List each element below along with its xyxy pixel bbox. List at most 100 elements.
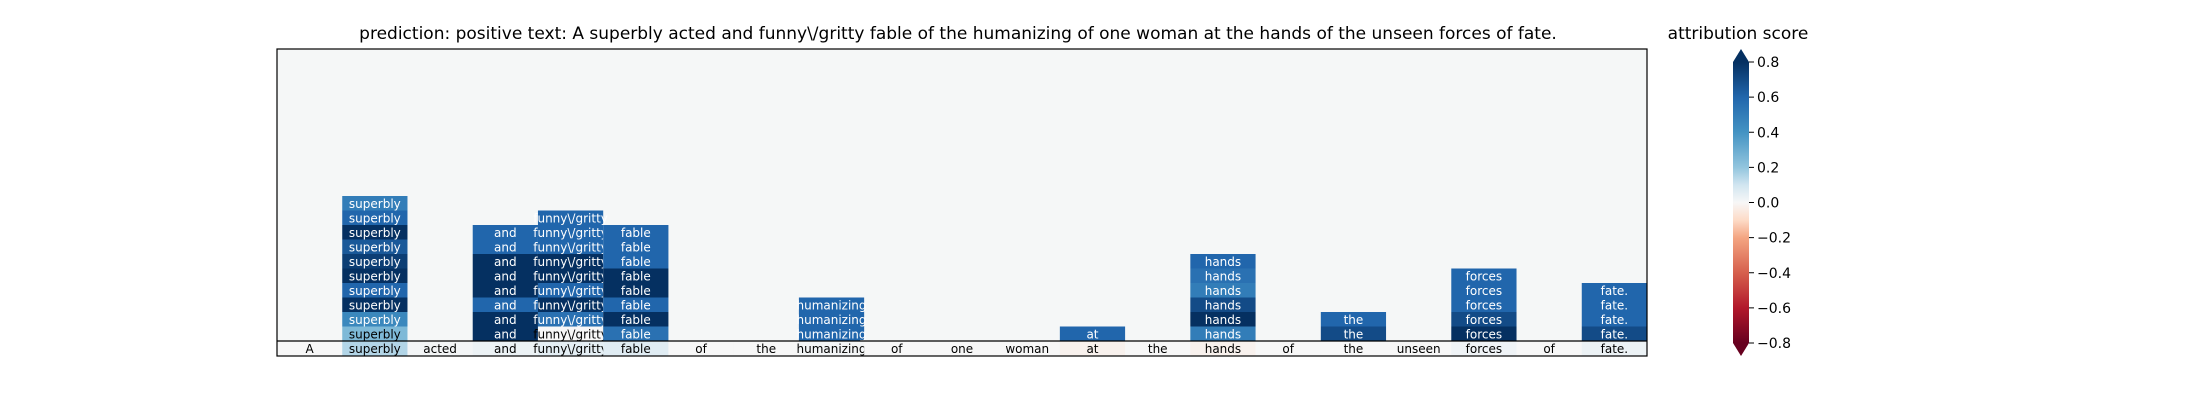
attribution-cell: [1581, 297, 1647, 312]
token-label: of: [1282, 342, 1294, 356]
colorbar-tick-label: −0.8: [1757, 336, 1791, 352]
attribution-cell: [537, 312, 604, 327]
attribution-cell: [798, 297, 865, 312]
attribution-cell-label: humanizing: [796, 327, 866, 341]
token-cell: [864, 341, 930, 356]
token-label: and: [494, 342, 517, 356]
token-label: superbly: [349, 342, 401, 356]
attribution-cell-label: fable: [621, 284, 651, 298]
attribution-cell-label: and: [494, 226, 517, 240]
attribution-cell-label: forces: [1466, 269, 1502, 283]
attribution-cell-label: funny\/gritty: [533, 313, 608, 327]
attribution-cell-label: funny\/gritty: [533, 327, 608, 341]
attribution-cell-label: fable: [621, 240, 651, 254]
chart-title: prediction: positive text: A superbly ac…: [359, 24, 1557, 44]
colorbar-extend-bottom: [1733, 343, 1749, 356]
token-cell: [1451, 341, 1517, 356]
attribution-cell: [342, 254, 408, 269]
attribution-cell-label: and: [494, 298, 517, 312]
token-cell: [733, 341, 799, 356]
colorbar-tick-label: −0.4: [1757, 266, 1791, 282]
attribution-cell-label: fate.: [1601, 327, 1628, 341]
attribution-cell: [537, 225, 604, 240]
attribution-cell: [1320, 326, 1387, 341]
attribution-cell-label: and: [494, 284, 517, 298]
attribution-cell-label: fate.: [1601, 298, 1628, 312]
token-cell: [1190, 341, 1256, 356]
token-cell: [472, 341, 538, 356]
colorbar-ticks: 0.8 0.6 0.4 0.2 0.0 −0.2 −0.4 −0.6 −0.8: [1749, 55, 1791, 352]
colorbar-tick-label: 0.8: [1757, 55, 1779, 71]
attribution-cell-label: fable: [621, 327, 651, 341]
attribution-cell-label: hands: [1205, 313, 1241, 327]
attribution-cell: [603, 239, 669, 254]
attribution-cell-label: forces: [1466, 284, 1502, 298]
attribution-cell-label: at: [1086, 327, 1098, 341]
attribution-cell-label: hands: [1205, 298, 1241, 312]
attribution-cell: [537, 210, 604, 225]
attribution-cell: [1059, 326, 1126, 341]
colorbar-tick-label: −0.6: [1757, 301, 1791, 317]
attribution-cell: [1190, 268, 1256, 283]
token-cell: [342, 341, 408, 356]
attribution-cell: [342, 312, 408, 327]
token-label: the: [1148, 342, 1168, 356]
attribution-cell: [1451, 297, 1517, 312]
attribution-cell-label: superbly: [349, 226, 401, 240]
attribution-cell: [1451, 283, 1517, 298]
attribution-cell-label: and: [494, 269, 517, 283]
attribution-cell: [342, 225, 408, 240]
attribution-cell: [1190, 312, 1256, 327]
token-label: fate.: [1601, 342, 1628, 356]
attribution-cell: [472, 225, 538, 240]
attribution-cell: [1581, 312, 1647, 327]
colorbar-extend-top: [1733, 49, 1749, 62]
attribution-cell-label: fate.: [1601, 313, 1628, 327]
attribution-cell-label: fable: [621, 298, 651, 312]
token-cell: [1516, 341, 1582, 356]
token-label: fable: [621, 342, 651, 356]
token-cell: [1059, 341, 1126, 356]
token-cell: [798, 341, 865, 356]
attribution-cell-label: superbly: [349, 240, 401, 254]
attribution-cell-label: superbly: [349, 284, 401, 298]
attribution-cell: [472, 239, 538, 254]
token-cell: [1581, 341, 1647, 356]
attribution-cell-label: humanizing: [796, 298, 866, 312]
attribution-cell: [798, 312, 865, 327]
attribution-cell: [342, 239, 408, 254]
attribution-cell: [537, 297, 604, 312]
attribution-cell-label: forces: [1466, 298, 1502, 312]
token-cell: [1125, 341, 1191, 356]
attribution-cell: [342, 210, 408, 225]
attribution-cell: [1581, 326, 1647, 341]
token-label: of: [891, 342, 903, 356]
attribution-cell-label: humanizing: [796, 313, 866, 327]
attribution-cell: [1451, 326, 1517, 341]
attribution-cell: [1581, 283, 1647, 298]
attribution-cell-label: funny\/gritty: [533, 211, 608, 225]
attribution-cell-label: forces: [1466, 313, 1502, 327]
attribution-cell-label: superbly: [349, 211, 401, 225]
token-label: A: [306, 342, 315, 356]
attribution-cell: [1190, 254, 1256, 269]
token-cell: [1255, 341, 1321, 356]
attribution-cell: [537, 283, 604, 298]
token-label: one: [951, 342, 973, 356]
attribution-cell-label: hands: [1205, 269, 1241, 283]
attribution-cell: [472, 297, 538, 312]
token-cell: [277, 341, 343, 356]
token-label: the: [1344, 342, 1364, 356]
colorbar-tick-label: −0.2: [1757, 231, 1791, 247]
plot-frame: [276, 48, 1648, 357]
attribution-cell: [342, 297, 408, 312]
colorbar-tick-label: 0.0: [1757, 196, 1779, 212]
colorbar-tick-label: 0.2: [1757, 160, 1779, 176]
token-label: of: [1543, 342, 1555, 356]
token-label: woman: [1005, 342, 1049, 356]
colorbar-tick-label: 0.6: [1757, 90, 1779, 106]
token-label: of: [695, 342, 707, 356]
token-cell: [1320, 341, 1387, 356]
